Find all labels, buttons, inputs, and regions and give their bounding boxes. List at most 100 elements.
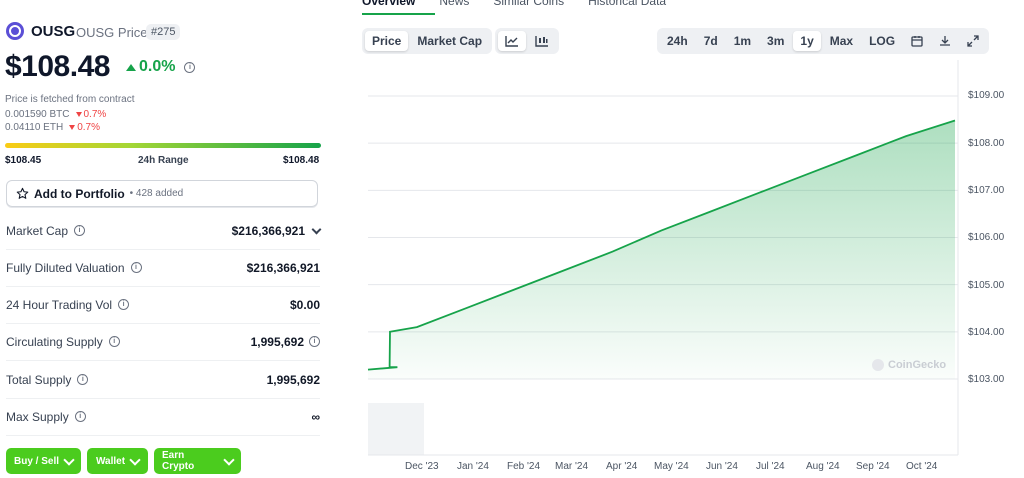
tab-news[interactable]: News bbox=[439, 0, 470, 8]
log-scale-toggle[interactable]: LOG bbox=[869, 34, 896, 48]
price-change: 0.0% i bbox=[126, 58, 196, 76]
market-cap-toggle-button[interactable]: Market Cap bbox=[417, 34, 483, 48]
wallet-label: Wallet bbox=[95, 455, 126, 467]
stat-value: 1,995,692 bbox=[266, 372, 320, 387]
range-24h[interactable]: 24h bbox=[667, 34, 688, 48]
up-triangle-icon bbox=[126, 63, 136, 71]
range-1y[interactable]: 1y bbox=[793, 31, 821, 51]
eth-price: 0.04110 ETH bbox=[5, 122, 64, 133]
line-chart-icon bbox=[505, 36, 518, 47]
fullscreen-button[interactable] bbox=[960, 31, 986, 51]
current-price: $108.48 bbox=[5, 50, 110, 83]
eth-change: 0.7% bbox=[69, 122, 100, 133]
y-axis-tick: $106.00 bbox=[968, 232, 1005, 243]
fetch-note: Price is fetched from contract bbox=[5, 94, 135, 105]
coingecko-watermark: CoinGecko bbox=[872, 359, 946, 371]
calendar-button[interactable] bbox=[904, 31, 930, 51]
add-to-portfolio-button[interactable]: Add to Portfolio • 428 added bbox=[6, 180, 318, 207]
range-3m[interactable]: 3m bbox=[767, 34, 785, 48]
y-axis-tick: $104.00 bbox=[968, 327, 1005, 338]
candlestick-chart-button[interactable] bbox=[528, 31, 556, 51]
stat-row-volume: 24 Hour Trading Vol i $0.00 bbox=[6, 286, 320, 324]
y-axis-tick: $108.00 bbox=[968, 138, 1005, 149]
stat-value: $0.00 bbox=[289, 297, 320, 312]
info-icon[interactable]: i bbox=[77, 374, 89, 385]
x-axis-tick: Jul '24 bbox=[756, 461, 785, 472]
buy-sell-label: Buy / Sell bbox=[14, 455, 60, 467]
active-tab-indicator bbox=[362, 13, 435, 15]
y-axis-tick: $103.00 bbox=[968, 374, 1005, 385]
tab-historical-data[interactable]: Historical Data bbox=[588, 0, 667, 8]
wallet-button[interactable]: Wallet bbox=[87, 448, 148, 474]
earn-crypto-button[interactable]: Earn Crypto bbox=[154, 448, 241, 474]
earn-crypto-label: Earn Crypto bbox=[162, 450, 195, 472]
btc-change-value: 0.7% bbox=[83, 109, 107, 120]
tab-overview[interactable]: Overview bbox=[362, 0, 416, 8]
range-max[interactable]: Max bbox=[829, 34, 854, 48]
info-icon[interactable]: i bbox=[118, 299, 130, 310]
range-label: 24h Range bbox=[138, 155, 189, 166]
stat-row-fdv: Fully Diluted Valuation i $216,366,921 bbox=[6, 249, 320, 287]
btc-change: 0.7% bbox=[75, 109, 107, 120]
coingecko-logo-icon bbox=[872, 359, 884, 371]
price-line bbox=[367, 119, 956, 371]
portfolio-label: Add to Portfolio bbox=[34, 186, 125, 201]
time-range-selector: 24h 7d 1m 3m 1y Max LOG bbox=[657, 28, 990, 54]
expand-icon bbox=[967, 35, 979, 47]
stat-label: Fully Diluted Valuation bbox=[6, 260, 125, 275]
stat-row-max-supply: Max Supply i ∞ bbox=[6, 398, 320, 436]
coin-symbol: OUSG bbox=[31, 23, 76, 40]
y-axis-tick: $109.00 bbox=[968, 90, 1005, 101]
rank-badge: #275 bbox=[146, 24, 181, 40]
x-axis-tick: Apr '24 bbox=[606, 461, 638, 472]
price-marketcap-toggle: Price Market Cap bbox=[362, 28, 493, 54]
down-triangle-icon bbox=[75, 112, 82, 117]
range-bar bbox=[5, 143, 321, 148]
chart-type-toggle bbox=[495, 28, 559, 54]
range-high: $108.48 bbox=[283, 155, 320, 166]
info-icon[interactable]: i bbox=[184, 61, 196, 73]
buy-sell-button[interactable]: Buy / Sell bbox=[6, 448, 81, 474]
volume-bar bbox=[368, 403, 424, 455]
x-axis-tick: May '24 bbox=[654, 461, 689, 472]
line-chart-button[interactable] bbox=[498, 31, 526, 51]
stat-row-circulating-supply: Circulating Supply i 1,995,692 i bbox=[6, 323, 320, 361]
stat-value: ∞ bbox=[311, 409, 320, 424]
info-icon[interactable]: i bbox=[74, 411, 86, 422]
stat-label: Circulating Supply bbox=[6, 334, 103, 349]
stat-value: 1,995,692 bbox=[250, 334, 304, 349]
candlestick-icon bbox=[535, 36, 548, 47]
coin-logo bbox=[6, 22, 24, 40]
x-axis-tick: Sep '24 bbox=[856, 461, 890, 472]
btc-conversion: 0.001590 BTC 0.7% bbox=[5, 109, 106, 120]
coin-name: OUSG Price bbox=[76, 25, 148, 40]
info-icon[interactable]: i bbox=[74, 225, 86, 236]
stat-label: Max Supply bbox=[6, 409, 69, 424]
download-button[interactable] bbox=[932, 31, 958, 51]
x-axis-tick: Dec '23 bbox=[405, 461, 439, 472]
x-axis-tick: Oct '24 bbox=[906, 461, 938, 472]
tab-similar-coins[interactable]: Similar Coins bbox=[493, 0, 565, 8]
y-axis-tick: $107.00 bbox=[968, 185, 1005, 196]
btc-price: 0.001590 BTC bbox=[5, 109, 70, 120]
down-triangle-icon bbox=[69, 125, 76, 130]
x-axis-tick: Mar '24 bbox=[555, 461, 589, 472]
download-icon bbox=[940, 36, 951, 46]
stat-label: Total Supply bbox=[6, 372, 72, 387]
portfolio-count: • 428 added bbox=[129, 188, 184, 199]
range-1m[interactable]: 1m bbox=[733, 34, 752, 48]
info-icon[interactable]: i bbox=[130, 262, 142, 273]
stat-value: $216,366,921 bbox=[246, 260, 320, 275]
stat-value: $216,366,921 bbox=[231, 223, 305, 238]
range-7d[interactable]: 7d bbox=[703, 34, 718, 48]
y-axis-tick: $105.00 bbox=[968, 280, 1005, 291]
stat-row-total-supply: Total Supply i 1,995,692 bbox=[6, 361, 320, 399]
info-icon[interactable]: i bbox=[108, 336, 120, 347]
info-icon[interactable]: i bbox=[309, 336, 320, 347]
x-axis-tick: Jun '24 bbox=[706, 461, 738, 472]
price-toggle-button[interactable]: Price bbox=[365, 31, 409, 51]
tab-bar: Overview News Similar Coins Historical D… bbox=[362, 0, 666, 8]
star-icon bbox=[16, 187, 29, 199]
eth-conversion: 0.04110 ETH 0.7% bbox=[5, 122, 100, 133]
